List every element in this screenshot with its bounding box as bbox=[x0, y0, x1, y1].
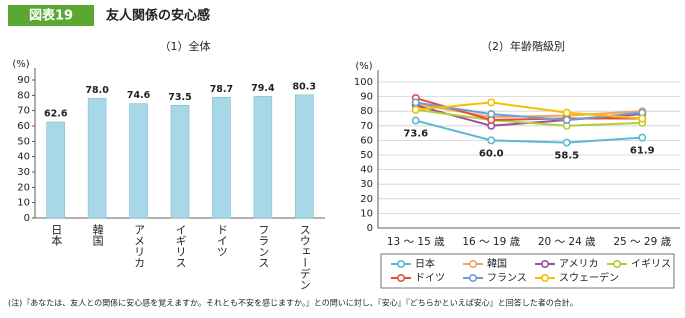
y-tick-label: 90 bbox=[17, 75, 30, 86]
legend-label: フランス bbox=[487, 272, 527, 284]
x-tick-label: 韓国 bbox=[91, 224, 104, 247]
value-label: 73.6 bbox=[403, 129, 428, 140]
point bbox=[487, 110, 496, 119]
y-tick-label: 20 bbox=[360, 194, 373, 205]
y-tick-label: 80 bbox=[17, 90, 30, 101]
point bbox=[411, 98, 420, 107]
badge-bg bbox=[8, 5, 94, 26]
y-tick-label: 40 bbox=[360, 165, 373, 176]
y-tick-label: 30 bbox=[17, 167, 30, 178]
y-tick-label: 40 bbox=[17, 152, 30, 163]
value-label: 62.6 bbox=[44, 109, 68, 120]
header-title: 友人関係の安心感 bbox=[106, 8, 210, 24]
y-tick-label: 30 bbox=[360, 179, 373, 190]
y-tick-label: 0 bbox=[367, 223, 373, 234]
point bbox=[487, 98, 496, 107]
bar bbox=[253, 95, 273, 219]
series-line bbox=[415, 108, 643, 127]
point bbox=[638, 114, 647, 123]
badge: 図表19 bbox=[29, 8, 73, 24]
legend-marker bbox=[540, 259, 549, 268]
legend-marker bbox=[396, 273, 405, 282]
x-tick-label: 日本 bbox=[50, 224, 63, 247]
legend-marker bbox=[468, 273, 477, 282]
legend-marker bbox=[612, 259, 621, 268]
y-tick-label: 50 bbox=[360, 150, 373, 161]
series-line bbox=[415, 119, 643, 144]
value-label: 61.9 bbox=[630, 146, 655, 157]
note: (注)『あなたは、友人との関係に安心感を覚えますか。それとも不安を感じますか。』… bbox=[8, 298, 578, 308]
bar bbox=[294, 94, 314, 219]
x-tick-label: 13 ～ 15 歳 bbox=[387, 236, 445, 248]
value-label: 74.6 bbox=[127, 90, 151, 101]
legend-label: アメリカ bbox=[559, 258, 599, 270]
bar bbox=[46, 121, 66, 219]
chart-title: （1）全体 bbox=[160, 39, 211, 53]
y-tick-label: 10 bbox=[360, 208, 373, 219]
x-tick-label: 16 ～ 19 歳 bbox=[462, 236, 520, 248]
legend-label: イギリス bbox=[631, 258, 671, 270]
x-tick-label: フランス bbox=[257, 224, 270, 268]
point bbox=[562, 115, 571, 124]
series-line bbox=[415, 101, 643, 120]
bar bbox=[170, 105, 190, 219]
y-tick-label: 70 bbox=[360, 121, 373, 132]
y-tick-label: 70 bbox=[17, 106, 30, 117]
value-label: 60.0 bbox=[479, 148, 504, 159]
point bbox=[562, 138, 571, 147]
legend-label: 韓国 bbox=[487, 258, 507, 270]
y-tick-label: 100 bbox=[354, 77, 373, 88]
x-tick-label: ドイツ bbox=[215, 224, 228, 257]
legend-box bbox=[380, 253, 675, 289]
legend-marker bbox=[396, 259, 405, 268]
value-label: 78.7 bbox=[210, 84, 233, 95]
y-unit: (%) bbox=[355, 61, 372, 72]
y-unit: (%) bbox=[12, 59, 29, 70]
y-tick-label: 10 bbox=[17, 198, 30, 209]
point bbox=[487, 136, 496, 145]
y-tick-label: 60 bbox=[360, 135, 373, 146]
legend-marker bbox=[468, 259, 477, 268]
y-tick-label: 90 bbox=[360, 92, 373, 103]
legend-marker bbox=[540, 273, 549, 282]
y-tick-label: 80 bbox=[360, 106, 373, 117]
point bbox=[562, 108, 571, 117]
bar bbox=[212, 97, 231, 219]
y-tick-label: 60 bbox=[17, 121, 30, 132]
y-tick-label: 50 bbox=[17, 136, 30, 147]
y-tick-label: 0 bbox=[24, 213, 30, 224]
x-tick-label: 25 ～ 29 歳 bbox=[613, 236, 671, 248]
x-tick-label: 20 ～ 24 歳 bbox=[538, 236, 596, 248]
legend-label: スウェーデン bbox=[559, 271, 619, 284]
x-tick-label: スウェーデン bbox=[298, 224, 311, 290]
bar bbox=[129, 103, 148, 219]
chart-title: （2）年齢階級別 bbox=[481, 39, 565, 53]
point bbox=[411, 105, 420, 114]
y-tick-label: 20 bbox=[17, 182, 30, 193]
point bbox=[411, 116, 420, 125]
point bbox=[638, 133, 647, 142]
legend-label: ドイツ bbox=[415, 273, 445, 284]
legend-label: 日本 bbox=[415, 257, 435, 270]
value-label: 73.5 bbox=[168, 92, 191, 103]
value-label: 78.0 bbox=[85, 85, 109, 96]
x-tick-label: アメリカ bbox=[133, 224, 146, 268]
value-label: 80.3 bbox=[293, 81, 316, 92]
value-label: 79.4 bbox=[251, 83, 275, 94]
value-label: 58.5 bbox=[554, 151, 579, 162]
bar bbox=[87, 98, 107, 219]
x-tick-label: イギリス bbox=[174, 224, 187, 268]
